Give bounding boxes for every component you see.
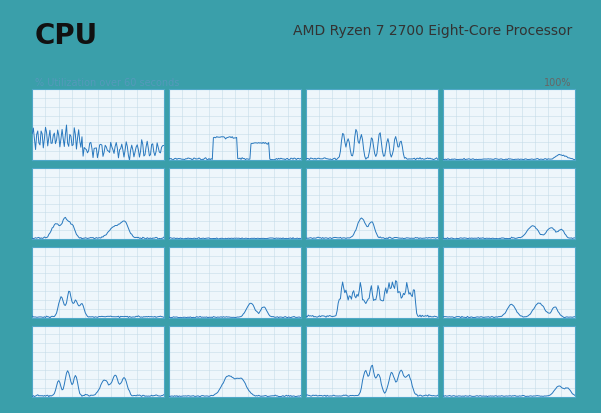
Text: % Utilization over 60 seconds: % Utilization over 60 seconds: [35, 78, 180, 88]
Text: AMD Ryzen 7 2700 Eight-Core Processor: AMD Ryzen 7 2700 Eight-Core Processor: [293, 24, 572, 38]
Text: CPU: CPU: [35, 22, 98, 50]
Text: 100%: 100%: [545, 78, 572, 88]
